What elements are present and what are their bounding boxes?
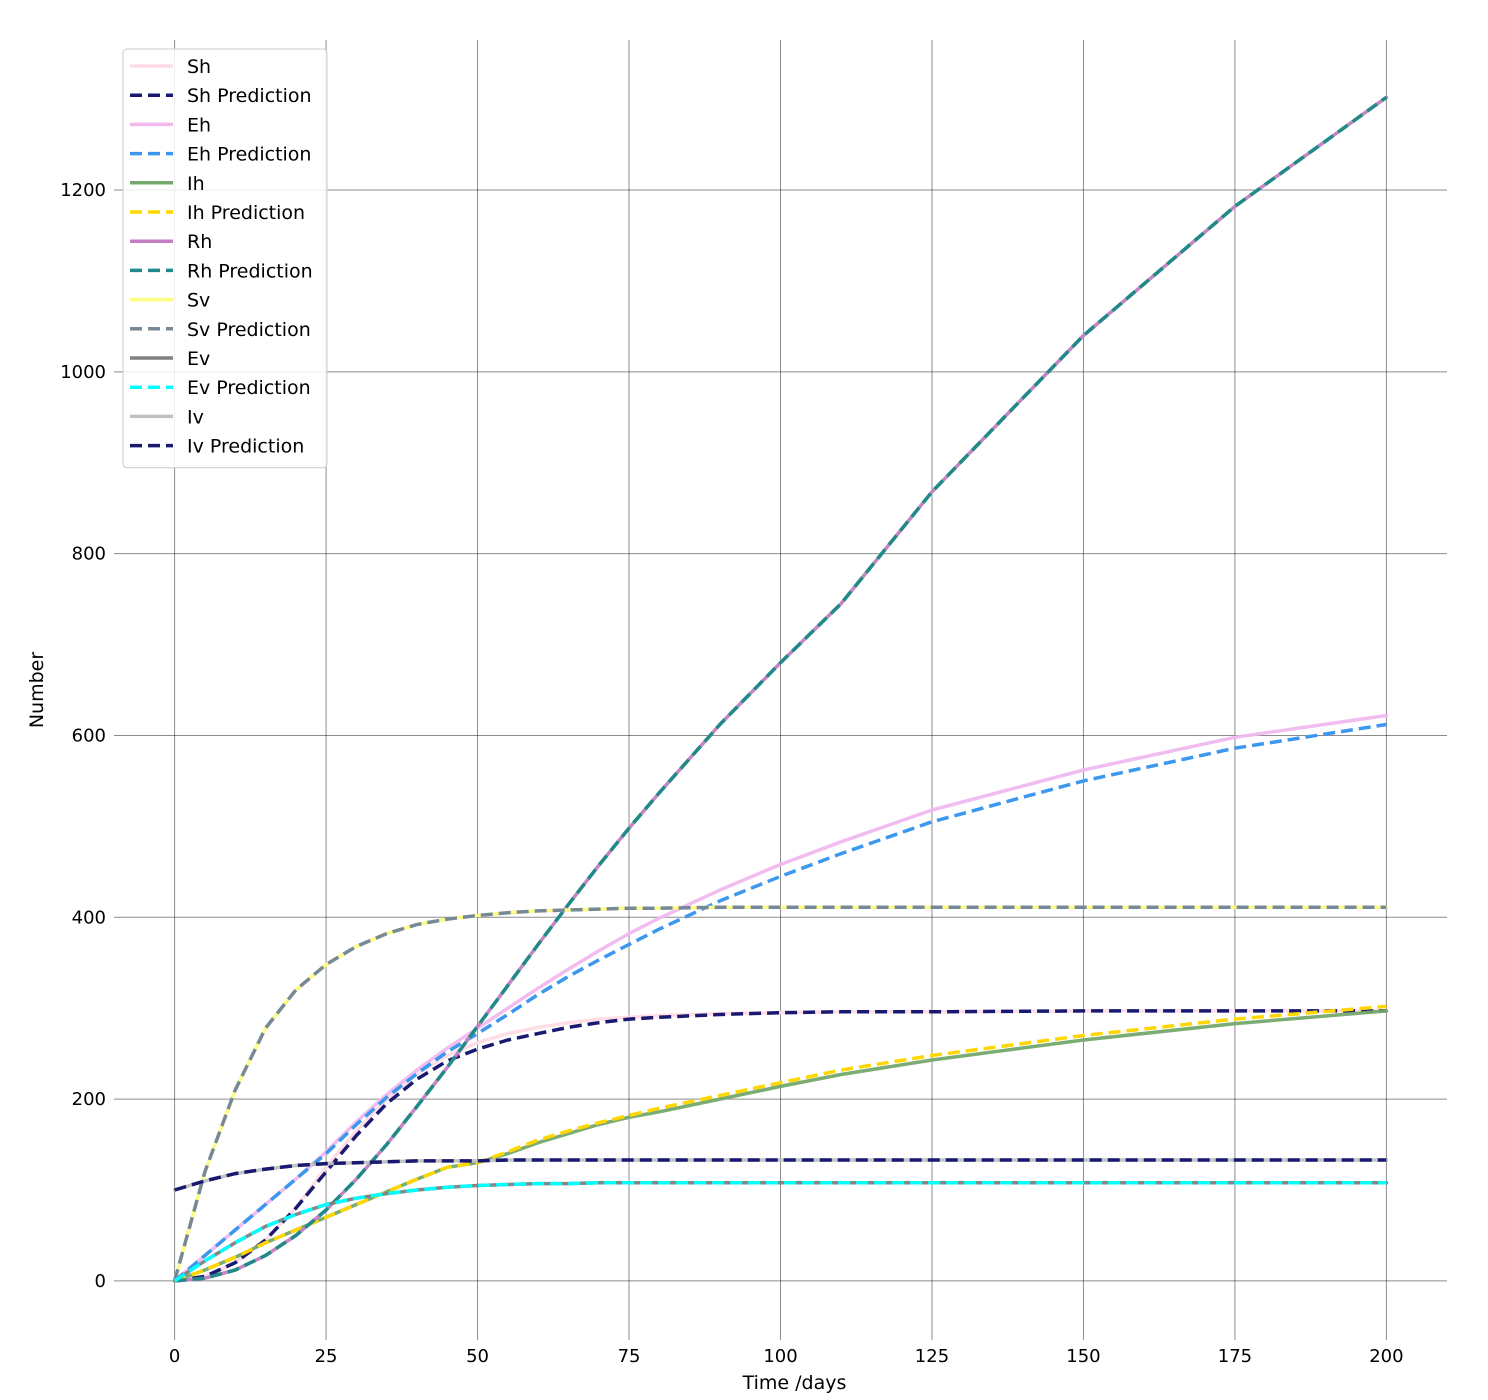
series-line-eh-prediction xyxy=(173,722,1387,1283)
series-line-sh xyxy=(172,1009,1389,1283)
series-line-sv-prediction xyxy=(172,905,1387,1282)
legend-label: Sv xyxy=(187,290,210,312)
legend: Sh Sh Prediction Eh Eh Prediction Ih Ih Predi… xyxy=(122,48,328,469)
y-tick-label: 1000 xyxy=(60,362,106,383)
y-tick-label: 1200 xyxy=(60,180,106,201)
series-line-iv-prediction xyxy=(174,1158,1387,1192)
legend-label: Iv Prediction xyxy=(187,436,304,458)
y-axis-label: Number xyxy=(26,652,48,729)
legend-label: Eh Prediction xyxy=(187,144,311,166)
x-tick-label: 200 xyxy=(1369,1346,1403,1367)
legend-label: Ev Prediction xyxy=(187,377,311,399)
series-line-ev-prediction xyxy=(173,1180,1387,1283)
x-tick-label: 75 xyxy=(618,1346,641,1367)
grid-lines xyxy=(114,40,1447,1340)
series-lines xyxy=(172,95,1389,1283)
x-tick-label: 0 xyxy=(169,1346,180,1367)
x-tick-label: 175 xyxy=(1218,1346,1252,1367)
x-tick-label: 50 xyxy=(466,1346,489,1367)
y-tick-label: 200 xyxy=(72,1089,106,1110)
x-tick-label: 25 xyxy=(315,1346,338,1367)
y-tick-label: 400 xyxy=(72,907,106,928)
y-tick-label: 0 xyxy=(95,1271,106,1292)
tick-labels: 0 25 50 75 100 125 150 175 200 0 200 400 600 800 1000 1… xyxy=(60,180,1403,1367)
legend-label: Iv xyxy=(187,406,204,428)
legend-label: Sv Prediction xyxy=(187,319,311,341)
x-tick-label: 100 xyxy=(763,1346,797,1367)
legend-label: Ev xyxy=(187,348,210,370)
legend-label: Eh xyxy=(187,114,211,136)
legend-label: Ih Prediction xyxy=(187,202,305,224)
legend-label: Rh xyxy=(187,231,212,253)
series-line-ih-prediction xyxy=(174,1004,1387,1283)
x-tick-label: 150 xyxy=(1066,1346,1100,1367)
series-line-sh-prediction xyxy=(174,1009,1387,1283)
series-line-rh-prediction xyxy=(174,95,1388,1283)
legend-label: Rh Prediction xyxy=(187,260,313,282)
legend-label: Sh Prediction xyxy=(187,85,312,107)
legend-box xyxy=(122,48,328,469)
legend-label: Sh xyxy=(187,56,211,78)
y-tick-label: 600 xyxy=(72,725,106,746)
y-tick-label: 800 xyxy=(72,544,106,565)
x-tick-label: 125 xyxy=(915,1346,949,1367)
x-axis-label: Time /days xyxy=(742,1372,847,1394)
legend-label: Ih xyxy=(187,173,205,195)
